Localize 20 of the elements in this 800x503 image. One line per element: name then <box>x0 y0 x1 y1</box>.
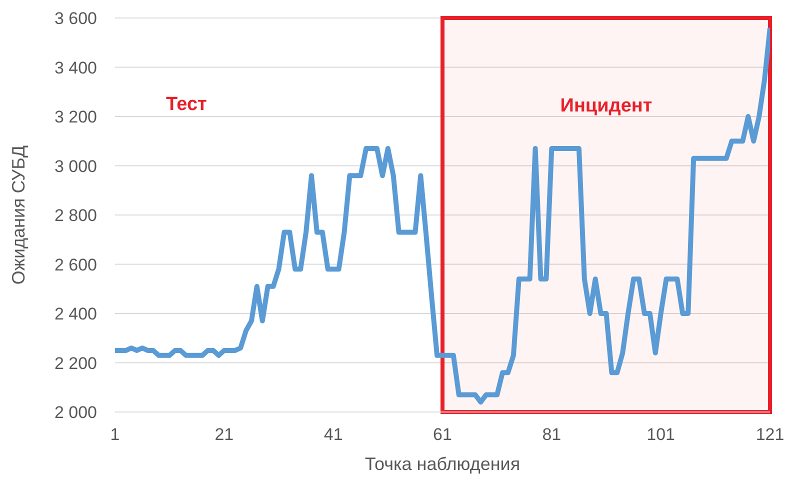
y-tick-label: 3 600 <box>54 9 97 28</box>
y-tick-label: 2 600 <box>54 255 97 274</box>
y-tick-label: 3 000 <box>54 156 97 176</box>
y-axis-title: Ожидания СУБД <box>8 145 28 285</box>
annotation: Тест <box>166 94 207 116</box>
x-tick-label: 121 <box>756 425 784 444</box>
x-tick-label: 81 <box>542 425 562 444</box>
x-tick-label: 21 <box>214 425 234 444</box>
y-tick-label: 2 800 <box>54 206 97 226</box>
y-tick-label: 2 400 <box>54 304 97 324</box>
x-tick-label: 61 <box>433 425 452 444</box>
band-label: Инцидент <box>560 95 652 116</box>
y-tick-label: 3 200 <box>54 108 97 127</box>
x-tick-label: 41 <box>324 425 343 444</box>
y-tick-label: 3 400 <box>54 58 97 78</box>
y-tick-label: 2 000 <box>54 403 97 422</box>
y-tick-label: 2 200 <box>54 354 97 373</box>
x-tick-label: 1 <box>110 425 120 444</box>
x-axis-title: Точка наблюдения <box>364 454 520 474</box>
x-tick-label: 101 <box>646 425 676 444</box>
